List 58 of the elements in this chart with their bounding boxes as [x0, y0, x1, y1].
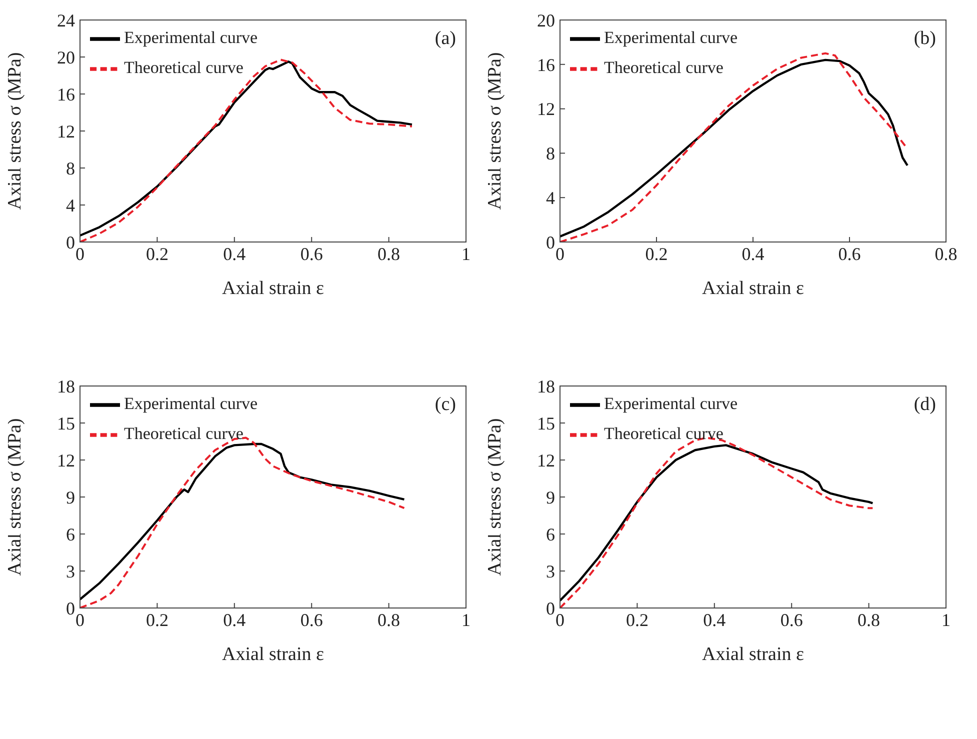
legend-label: Theoretical curve [124, 58, 244, 77]
y-tick-label: 15 [57, 413, 75, 434]
legend-label: Theoretical curve [124, 424, 244, 443]
y-tick-label: 9 [66, 487, 75, 508]
x-tick-label: 0.2 [626, 610, 648, 630]
y-tick-label: 8 [66, 158, 75, 178]
x-tick-label: 0.2 [146, 244, 168, 264]
x-tick-label: 1 [942, 610, 950, 630]
y-tick-label: 3 [66, 561, 75, 582]
x-tick-label: 0.4 [703, 610, 726, 630]
legend-label: Experimental curve [604, 28, 738, 47]
y-tick-label: 18 [537, 376, 555, 396]
y-tick-label: 16 [57, 84, 75, 104]
x-tick-label: 0.6 [300, 244, 323, 264]
annotation: (a) [434, 28, 456, 50]
x-tick-label: 0.8 [378, 610, 400, 630]
x-tick-label: 0.4 [223, 244, 246, 264]
x-tick-label: 1 [462, 244, 470, 264]
x-axis-title: Axial strain ε [702, 644, 804, 665]
legend-label: Theoretical curve [604, 424, 724, 443]
x-axis-title: Axial strain ε [702, 278, 804, 299]
annotation: (b) [914, 28, 936, 50]
y-tick-label: 15 [537, 413, 555, 434]
y-tick-label: 18 [57, 376, 75, 396]
legend-label: Theoretical curve [604, 58, 724, 77]
x-tick-label: 0.4 [742, 244, 764, 264]
legend-label: Experimental curve [124, 394, 258, 413]
x-axis-title: Axial strain ε [222, 644, 324, 665]
y-tick-label: 16 [537, 54, 555, 75]
annotation: (d) [914, 394, 936, 416]
y-tick-label: 20 [57, 47, 75, 68]
y-tick-label: 6 [66, 524, 75, 544]
x-tick-label: 0.4 [223, 610, 246, 630]
y-tick-label: 4 [66, 195, 75, 216]
y-tick-label: 24 [57, 10, 75, 30]
y-tick-label: 20 [537, 10, 555, 30]
x-tick-label: 0.6 [838, 244, 861, 264]
x-tick-label: 0.8 [858, 610, 880, 630]
y-tick-label: 4 [546, 188, 555, 208]
x-tick-label: 1 [462, 610, 470, 630]
x-tick-label: 0.8 [378, 244, 400, 264]
x-axis-title: Axial strain ε [222, 278, 324, 299]
y-tick-label: 6 [546, 524, 555, 544]
x-tick-label: 0.6 [300, 610, 323, 630]
x-tick-label: 0.2 [146, 610, 168, 630]
y-tick-label: 12 [57, 450, 75, 470]
y-tick-label: 3 [546, 561, 555, 582]
x-tick-label: 0.8 [934, 244, 958, 264]
y-tick-label: 12 [57, 121, 75, 142]
y-tick-label: 8 [546, 144, 555, 164]
legend-label: Experimental curve [124, 28, 258, 47]
x-tick-label: 0.2 [645, 244, 668, 264]
annotation: (c) [434, 394, 456, 416]
y-tick-label: 9 [546, 487, 555, 508]
x-tick-label: 0.6 [780, 610, 803, 630]
y-tick-label: 12 [537, 450, 555, 470]
y-tick-label: 12 [537, 99, 555, 120]
legend-label: Experimental curve [604, 394, 738, 413]
